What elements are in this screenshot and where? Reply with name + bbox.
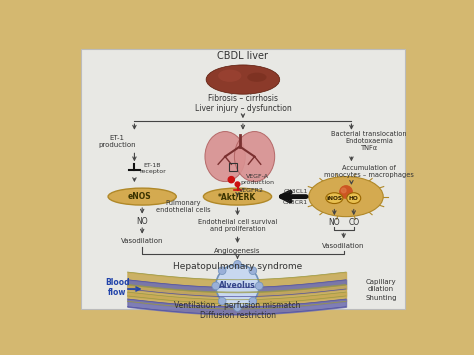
Text: Vasodilation: Vasodilation [322,243,365,249]
Text: Vasodilation: Vasodilation [121,238,164,244]
Text: VEGF-A
production: VEGF-A production [241,174,274,185]
Circle shape [219,297,226,305]
Ellipse shape [247,73,266,82]
Circle shape [234,261,241,268]
Circle shape [249,297,257,305]
Text: CX3CR1: CX3CR1 [283,200,308,205]
Circle shape [340,186,352,198]
Text: Bacterial translocation
Endotoxaemia
TNFα: Bacterial translocation Endotoxaemia TNF… [331,131,407,151]
Text: Capillary
dilation: Capillary dilation [365,279,396,292]
Ellipse shape [218,70,241,82]
Text: ET-1B
receptor: ET-1B receptor [139,163,165,174]
Text: eNOS: eNOS [128,192,152,201]
Text: Pulmonary
endothelial cells: Pulmonary endothelial cells [156,200,210,213]
Text: Angiogenesis: Angiogenesis [214,247,261,253]
Ellipse shape [206,65,280,94]
Text: Accumulation of
monocytes – macrophages: Accumulation of monocytes – macrophages [324,165,414,178]
Circle shape [249,267,257,274]
Text: Fibrosis – cirrhosis
Liver injury – dysfunction: Fibrosis – cirrhosis Liver injury – dysf… [194,94,292,113]
Ellipse shape [203,188,272,205]
Ellipse shape [235,132,275,182]
Text: CO: CO [348,218,359,226]
Ellipse shape [205,132,245,182]
Ellipse shape [326,193,343,203]
Circle shape [212,282,219,290]
Circle shape [341,188,346,193]
Text: Endothelial cell survival
and proliferation: Endothelial cell survival and proliferat… [198,219,277,233]
Circle shape [234,304,241,311]
Text: Shunting: Shunting [365,295,397,301]
Circle shape [235,182,240,187]
Ellipse shape [108,188,176,205]
Text: Alveolus: Alveolus [219,282,256,290]
Text: CBDL liver: CBDL liver [218,51,268,61]
Text: Hepatopulmonary syndrome: Hepatopulmonary syndrome [173,262,302,271]
Text: CX3CL1: CX3CL1 [283,189,308,194]
Text: NO: NO [137,217,148,226]
Circle shape [219,267,226,274]
Text: Blood
flow: Blood flow [105,278,130,297]
Text: VEGFR2: VEGFR2 [239,188,264,193]
Circle shape [216,264,259,307]
Text: HO: HO [349,196,359,201]
FancyBboxPatch shape [81,49,405,309]
Ellipse shape [309,176,383,217]
Bar [229,164,237,171]
Text: *Akt/ERK: *Akt/ERK [219,192,256,201]
Circle shape [255,282,263,290]
Text: NO: NO [328,218,340,226]
Text: iNOS: iNOS [327,196,342,201]
Circle shape [228,176,235,183]
Ellipse shape [347,193,361,203]
Text: ET-1
production: ET-1 production [99,135,136,148]
Text: Ventilation – perfusion mismatch
Diffusion restriction: Ventilation – perfusion mismatch Diffusi… [174,301,301,320]
